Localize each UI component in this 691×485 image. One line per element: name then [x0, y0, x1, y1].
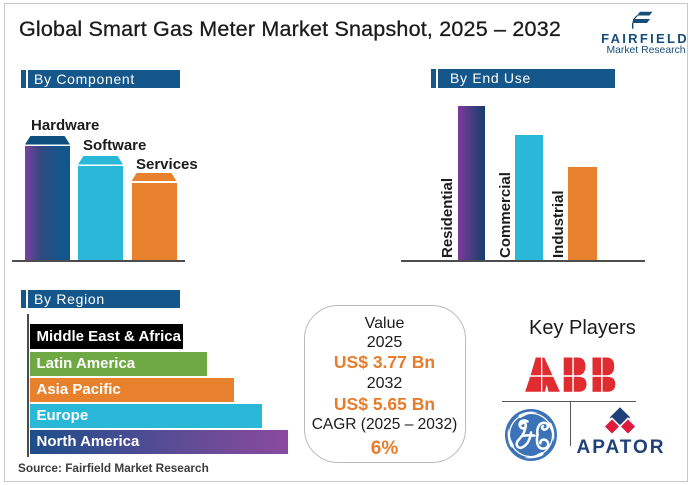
svg-text:APATOR: APATOR — [576, 437, 665, 456]
svg-text:FAIRFIELD: FAIRFIELD — [601, 31, 689, 46]
svg-text:Market Research: Market Research — [606, 45, 685, 56]
